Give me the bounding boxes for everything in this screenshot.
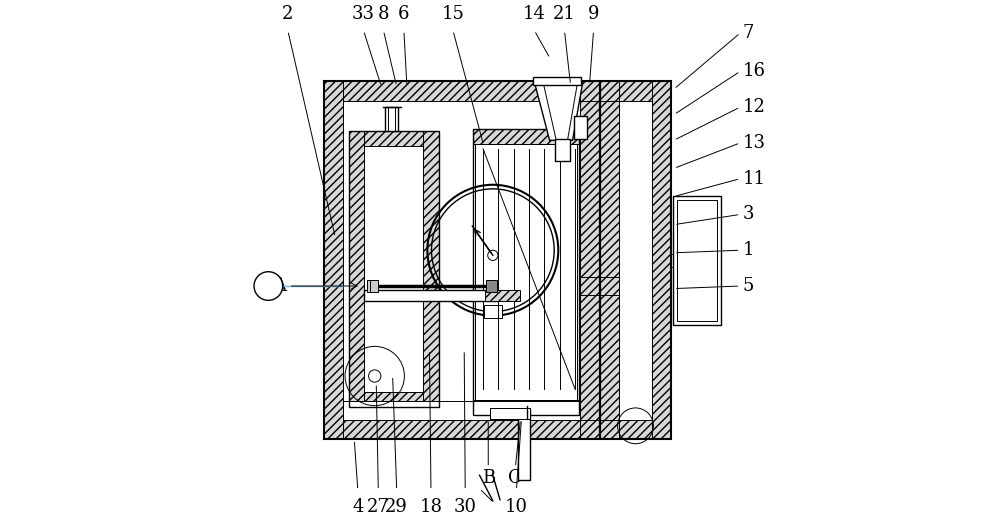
- Text: 16: 16: [743, 62, 766, 80]
- Text: 9: 9: [588, 5, 599, 22]
- Text: 10: 10: [505, 498, 528, 516]
- Text: 30: 30: [454, 498, 477, 516]
- Bar: [490, 408, 530, 419]
- Text: 11: 11: [743, 170, 766, 187]
- Bar: [600, 81, 671, 440]
- Text: 33: 33: [352, 5, 375, 22]
- Bar: [349, 131, 364, 407]
- Bar: [367, 280, 378, 292]
- Text: 7: 7: [743, 24, 754, 42]
- Bar: [555, 139, 570, 161]
- Bar: [600, 420, 671, 440]
- Bar: [574, 116, 587, 139]
- Bar: [349, 131, 439, 407]
- Bar: [385, 106, 398, 131]
- Circle shape: [488, 250, 498, 260]
- Bar: [619, 101, 652, 420]
- Bar: [652, 81, 671, 440]
- Bar: [473, 399, 579, 415]
- Text: 8: 8: [378, 5, 389, 22]
- Bar: [484, 305, 502, 318]
- Bar: [486, 280, 497, 292]
- Text: 13: 13: [743, 134, 766, 152]
- Polygon shape: [534, 81, 583, 140]
- Bar: [677, 200, 717, 321]
- Bar: [349, 392, 439, 407]
- Text: 6: 6: [398, 5, 410, 22]
- Text: 4: 4: [352, 498, 364, 516]
- Text: 5: 5: [743, 277, 754, 295]
- Bar: [324, 81, 600, 101]
- Bar: [423, 131, 439, 407]
- Bar: [533, 77, 581, 85]
- Bar: [518, 409, 530, 480]
- Text: 12: 12: [743, 98, 766, 116]
- Text: 1: 1: [743, 241, 754, 259]
- Bar: [673, 196, 721, 325]
- Bar: [364, 146, 423, 392]
- Bar: [324, 81, 343, 440]
- Bar: [600, 81, 671, 101]
- Bar: [349, 131, 439, 146]
- Bar: [343, 400, 580, 420]
- Bar: [475, 144, 577, 399]
- Bar: [485, 290, 520, 301]
- Circle shape: [254, 272, 283, 300]
- Bar: [364, 290, 498, 301]
- Text: 21: 21: [553, 5, 576, 22]
- Text: A: A: [273, 277, 286, 295]
- Bar: [580, 81, 600, 440]
- Text: 15: 15: [442, 5, 464, 22]
- Bar: [490, 408, 530, 419]
- Text: 18: 18: [419, 498, 442, 516]
- Bar: [600, 81, 619, 440]
- Bar: [324, 420, 600, 440]
- Text: B: B: [482, 469, 495, 487]
- Text: 3: 3: [743, 206, 754, 223]
- Text: 2: 2: [282, 5, 293, 22]
- Bar: [473, 128, 579, 415]
- Bar: [324, 81, 600, 440]
- Text: 27: 27: [367, 498, 390, 516]
- Bar: [473, 128, 579, 144]
- Text: 14: 14: [523, 5, 546, 22]
- Text: C: C: [508, 469, 522, 487]
- Text: 29: 29: [385, 498, 408, 516]
